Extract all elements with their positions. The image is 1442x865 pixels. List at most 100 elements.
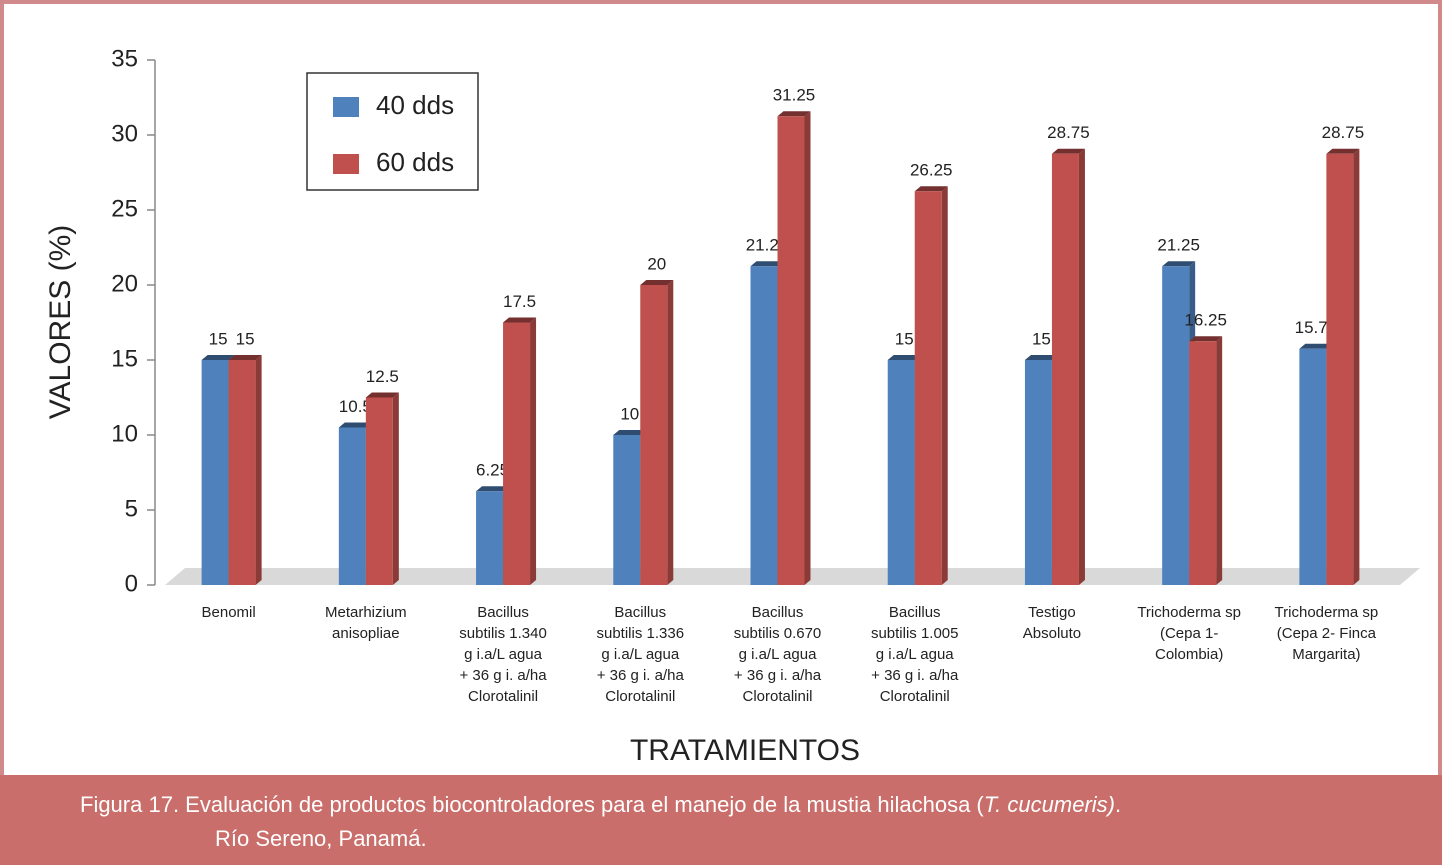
x-tick-label: Bacillus [752,604,804,621]
bar [1051,148,1085,585]
bar-front [228,360,256,585]
bar-side [392,392,399,585]
bar-side [1353,148,1360,585]
bar [914,186,948,585]
legend-swatch [333,97,359,117]
value-label: 17.5 [503,292,536,311]
bar-top [476,486,510,492]
x-tick-label: Bacillus [477,604,529,621]
x-tick-label: g i.a/L agua [739,646,817,663]
y-tick-label: 20 [111,270,138,297]
bar-top [228,355,262,360]
bar-top [338,422,372,428]
x-tick-label: Testigo [1028,604,1076,621]
y-axis-label: VALORES (%) [44,225,77,420]
y-tick-label: 30 [111,120,138,147]
bar-top [914,186,948,192]
value-label: 15 [236,329,255,348]
value-label: 31.25 [773,86,816,105]
bar [228,355,262,585]
bar [640,280,674,585]
x-tick-label: Benomil [202,604,256,621]
bar-side [804,111,811,585]
bar-front [777,116,805,585]
y-tick-label: 15 [111,345,138,372]
bar-top [640,280,674,285]
y-tick-label: 10 [111,420,138,447]
caption: Figura 17. Evaluación de productos bioco… [80,792,1121,817]
bar-front [750,266,778,585]
x-tick-label: Margarita) [1292,646,1360,663]
value-label: 15 [1032,329,1051,348]
x-tick-label: Bacillus [889,604,941,621]
x-tick-label: + 36 g i. a/ha [459,667,547,684]
caption-text: Figura 17. Evaluación de productos bioco… [80,792,984,817]
bar [1326,148,1360,585]
x-tick-label: + 36 g i. a/ha [597,667,685,684]
bar-top [750,261,784,267]
bar-front [503,322,531,585]
bar [365,392,399,585]
x-tick-label: subtilis 1.336 [596,625,684,642]
x-tick-label: Colombia) [1155,646,1223,663]
bar-top [1326,148,1360,154]
bar-top [1051,148,1085,154]
caption-band [0,775,1442,865]
bar [1189,336,1223,585]
x-tick-label: (Cepa 2- Finca [1277,625,1377,642]
legend-label: 60 dds [376,147,454,177]
caption-end: . [1115,792,1121,817]
bar-front [914,191,942,585]
x-tick-label: subtilis 1.005 [871,625,959,642]
value-label: 10.5 [339,397,372,416]
value-label: 15 [209,329,228,348]
bar-side [667,280,674,585]
y-tick-label: 25 [111,195,138,222]
x-tick-label: Clorotalinil [880,688,950,705]
value-label: 16.25 [1184,311,1227,330]
value-label: 28.75 [1047,123,1090,142]
bar-front [640,285,668,585]
x-tick-label: Clorotalinil [468,688,538,705]
bar-top [1299,343,1333,349]
x-tick-label: + 36 g i. a/ha [871,667,959,684]
bar-front [1299,348,1327,585]
bar-top [887,355,921,360]
x-tick-label: Bacillus [614,604,666,621]
y-tick-label: 5 [125,495,138,522]
bar-front [1326,153,1354,585]
y-tick-label: 0 [125,570,138,597]
bar-top [1189,336,1223,342]
x-axis-label: TRATAMIENTOS [630,734,860,767]
bar [777,111,811,585]
value-label: 15 [895,329,914,348]
x-tick-label: + 36 g i. a/ha [734,667,822,684]
bar-side [1078,148,1085,585]
legend-label: 40 dds [376,90,454,120]
x-tick-label: Trichoderma sp [1137,604,1241,621]
x-tick-label: Clorotalinil [605,688,675,705]
bar-side [255,355,262,585]
value-label: 20 [647,254,666,273]
value-label: 6.25 [476,461,509,480]
bar-top [503,317,537,323]
caption-line2: Río Sereno, Panamá. [215,826,427,851]
bar-front [365,397,393,585]
x-tick-label: g i.a/L agua [601,646,679,663]
bar-side [1216,336,1223,585]
bar-top [365,392,399,398]
x-tick-label: subtilis 1.340 [459,625,547,642]
x-tick-label: Clorotalinil [742,688,812,705]
value-label: 21.25 [1157,236,1200,255]
bar-front [1162,266,1190,585]
bar [503,317,537,585]
x-tick-label: subtilis 0.670 [734,625,822,642]
x-tick-label: Absoluto [1023,625,1081,642]
bar-front [1051,153,1079,585]
bar-side [530,317,537,585]
value-label: 26.25 [910,161,953,180]
y-tick-label: 35 [111,45,138,72]
bar-front [476,491,504,585]
bar-front [201,360,229,585]
